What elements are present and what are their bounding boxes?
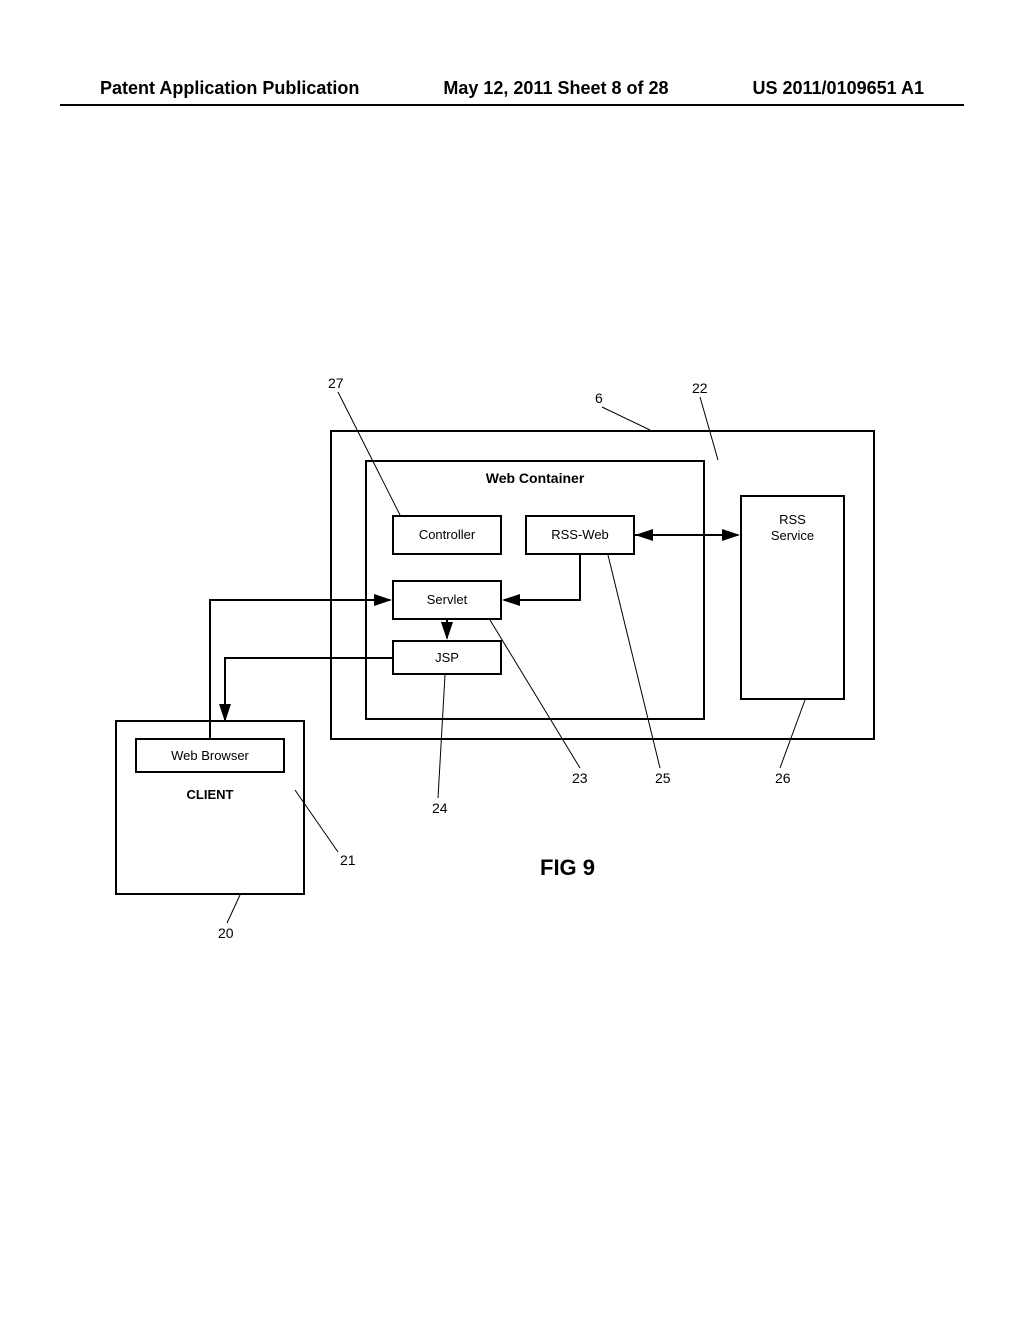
header-left: Patent Application Publication	[100, 78, 359, 99]
web-browser-label: Web Browser	[171, 748, 249, 763]
ref-23: 23	[572, 770, 588, 786]
rss-web-label: RSS-Web	[551, 527, 609, 542]
ref-20: 20	[218, 925, 234, 941]
ref-26: 26	[775, 770, 791, 786]
rss-service-line2: Service	[771, 528, 814, 543]
rss-web-box: RSS-Web	[525, 515, 635, 555]
ref-21: 21	[340, 852, 356, 868]
jsp-box: JSP	[392, 640, 502, 675]
rss-service-label: RSS Service	[742, 512, 843, 544]
web-container-label: Web Container	[367, 470, 703, 486]
rss-service-line1: RSS	[779, 512, 806, 527]
servlet-label: Servlet	[427, 592, 467, 607]
jsp-label: JSP	[435, 650, 459, 665]
client-label: CLIENT	[117, 787, 303, 802]
controller-box: Controller	[392, 515, 502, 555]
servlet-box: Servlet	[392, 580, 502, 620]
ref-22: 22	[692, 380, 708, 396]
ref-25: 25	[655, 770, 671, 786]
header-mid: May 12, 2011 Sheet 8 of 28	[443, 78, 668, 99]
rss-service-box: RSS Service	[740, 495, 845, 700]
header-divider	[60, 104, 964, 106]
web-browser-box: Web Browser	[135, 738, 285, 773]
ref-24: 24	[432, 800, 448, 816]
ref-27: 27	[328, 375, 344, 391]
header-right: US 2011/0109651 A1	[753, 78, 924, 99]
page-header: Patent Application Publication May 12, 2…	[100, 78, 924, 99]
patent-page: Patent Application Publication May 12, 2…	[0, 0, 1024, 1320]
figure-label: FIG 9	[540, 855, 595, 881]
ref-6: 6	[595, 390, 603, 406]
controller-label: Controller	[419, 527, 475, 542]
